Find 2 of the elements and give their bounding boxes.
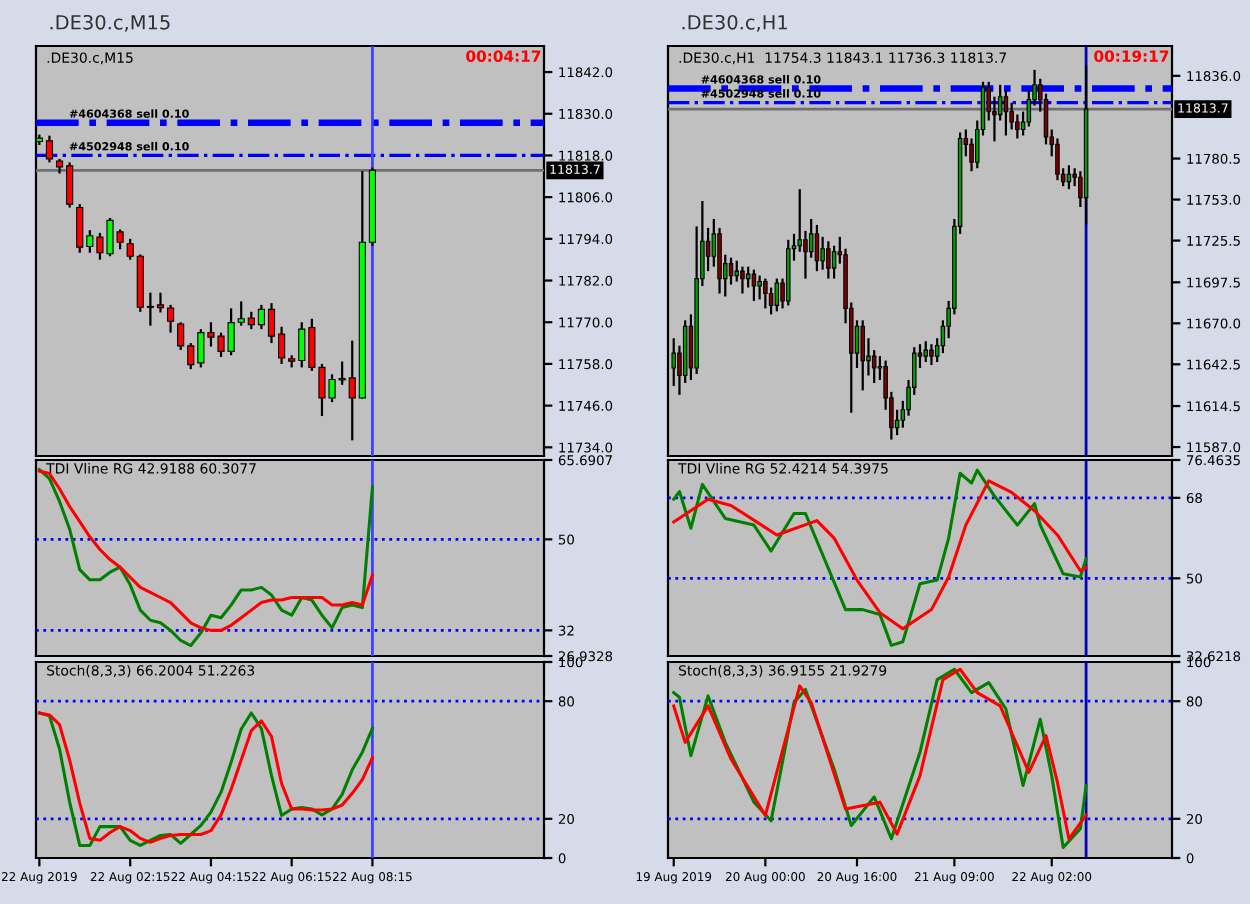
chart-title: .DE30.c,M15 <box>50 14 170 32</box>
chart-title: .DE30.c,H1 <box>682 14 787 32</box>
